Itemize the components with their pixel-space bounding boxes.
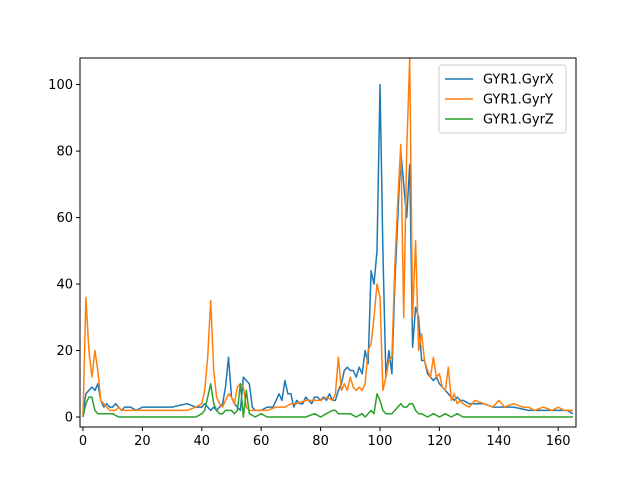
axes-frame bbox=[79, 57, 577, 428]
x-tick-label: 80 bbox=[312, 434, 329, 449]
x-tick-label: 40 bbox=[193, 434, 210, 449]
legend: GYR1.GyrX GYR1.GyrY GYR1.GyrZ bbox=[438, 64, 567, 134]
series-line-2 bbox=[82, 383, 573, 418]
legend-box bbox=[438, 64, 567, 134]
x-tick-label: 60 bbox=[253, 434, 270, 449]
series-line-1 bbox=[82, 58, 573, 418]
axis-ticks: 0 20 40 60 80 100 120 140 160 0 20 40 60 80 100 bbox=[48, 78, 570, 449]
y-tick-label: 40 bbox=[56, 278, 73, 293]
x-tick-label: 160 bbox=[546, 434, 571, 449]
legend-label: GYR1.GyrZ bbox=[483, 113, 554, 128]
y-tick-label: 80 bbox=[56, 145, 73, 160]
series-line-0 bbox=[82, 83, 574, 415]
legend-label: GYR1.GyrX bbox=[483, 73, 554, 88]
y-tick-label: 0 bbox=[65, 411, 73, 426]
x-tick-label: 20 bbox=[134, 434, 151, 449]
x-tick-label: 0 bbox=[79, 434, 87, 449]
y-tick-label: 60 bbox=[56, 211, 73, 226]
x-tick-label: 100 bbox=[368, 434, 393, 449]
plot-area bbox=[82, 58, 574, 418]
y-tick-label: 20 bbox=[56, 344, 73, 359]
legend-label: GYR1.GyrY bbox=[483, 93, 553, 108]
x-tick-label: 120 bbox=[427, 434, 452, 449]
y-tick-label: 100 bbox=[48, 78, 73, 93]
x-tick-label: 140 bbox=[486, 434, 511, 449]
